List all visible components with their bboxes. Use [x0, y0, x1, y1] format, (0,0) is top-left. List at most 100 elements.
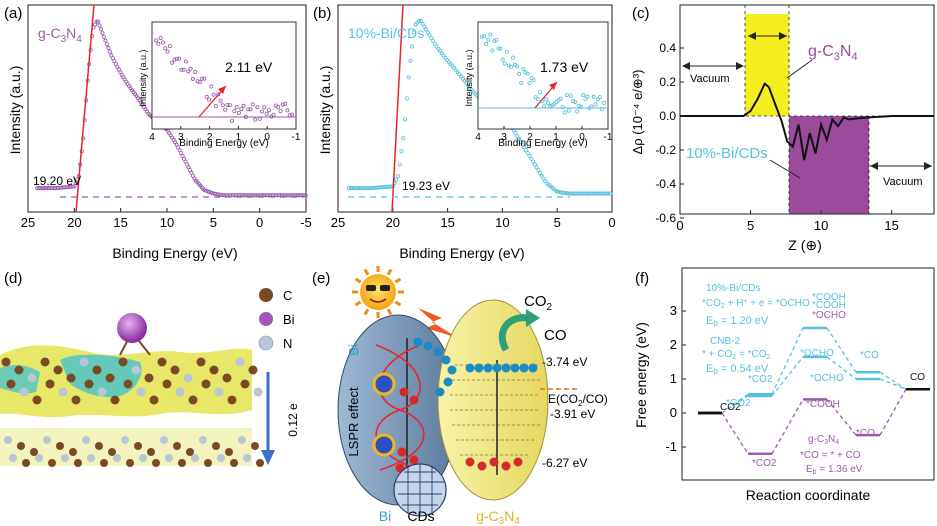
atom	[186, 448, 194, 456]
data-point	[302, 193, 307, 198]
electron	[465, 363, 475, 373]
atom	[149, 395, 159, 405]
sun-ray	[394, 300, 402, 307]
inset-point	[498, 46, 503, 51]
panel-a-inset-ticks: 4 3 2 1 0 -1	[149, 126, 301, 143]
inset-tick-label: 4	[149, 132, 155, 143]
state-label: *COOH	[812, 292, 846, 303]
inset-point	[581, 93, 586, 98]
inset-point	[546, 101, 551, 106]
atom	[19, 387, 29, 397]
inset-point	[535, 96, 540, 101]
x-tick-label: 10	[495, 215, 509, 230]
electron	[441, 355, 451, 365]
hole	[397, 447, 407, 457]
panel-f-eb3: Eb = 1.36 eV	[806, 464, 863, 476]
panel-c-vacuum-left: Vacuum	[690, 73, 730, 85]
inset-point	[220, 103, 225, 108]
panel-e-gcn-ellipse	[437, 299, 549, 501]
panel-b-inset-ylabel: Intensity (a.u.)	[464, 49, 474, 106]
sun-ray	[354, 300, 362, 307]
data-point	[520, 142, 525, 147]
inset-point	[508, 64, 513, 69]
inset-point	[285, 108, 290, 113]
energy-connector	[826, 398, 857, 436]
inset-point	[527, 80, 532, 85]
atom	[134, 442, 142, 450]
inset-point	[515, 64, 520, 69]
state-label: *CO2	[748, 374, 773, 385]
atom	[27, 373, 37, 383]
sun-ray	[363, 268, 370, 276]
panel-b-inset-gap-label: 1.73 eV	[540, 59, 589, 75]
atom	[162, 379, 172, 389]
panel-c-region2-label: 10%-Bi/CDs	[686, 145, 768, 162]
panel-e-bottom-cds: CDs	[407, 508, 434, 524]
data-point	[525, 151, 530, 156]
atom	[17, 442, 25, 450]
panel-b-data-points	[346, 19, 613, 196]
inset-point	[209, 84, 214, 89]
inset-point	[262, 105, 267, 110]
inset-point	[544, 97, 549, 102]
inset-point	[511, 55, 516, 60]
panel-b-inset-ticks: 4 3 2 1 0 -1	[475, 126, 613, 143]
atom	[105, 373, 115, 383]
data-point	[531, 159, 536, 164]
hole	[489, 457, 499, 467]
atom	[227, 395, 237, 405]
sun-ray	[354, 277, 362, 284]
electron	[483, 363, 493, 373]
y-tick-label: 0	[670, 405, 677, 420]
inset-point	[204, 94, 209, 99]
y-tick-label: 0.2	[659, 75, 676, 89]
data-point	[529, 156, 534, 161]
inset-point	[593, 102, 598, 107]
panel-b-label: (b)	[313, 5, 331, 22]
panel-c-region1-label: g-C3N4	[808, 43, 858, 63]
y-tick-label: -0.4	[655, 177, 676, 191]
atom	[131, 365, 141, 375]
inset-point	[558, 96, 563, 101]
inset-point	[529, 76, 534, 81]
panel-d-lower-slab-atoms	[4, 436, 264, 467]
atom	[100, 459, 108, 467]
atom	[58, 387, 68, 397]
sun-icon	[352, 266, 404, 318]
panel-d-charge-arrowhead	[261, 450, 275, 465]
inset-point	[585, 94, 590, 99]
panel-f-legend-cds: 10%-Bi/CDs	[706, 283, 760, 294]
atom	[110, 395, 120, 405]
atom	[14, 365, 24, 375]
data-point	[538, 170, 543, 175]
x-tick-label: 15	[440, 215, 454, 230]
atom	[144, 373, 154, 383]
data-point	[418, 19, 423, 24]
inset-point	[573, 99, 578, 104]
atom	[108, 448, 116, 456]
inset-point	[280, 102, 285, 107]
inset-point	[289, 112, 294, 117]
data-point	[522, 145, 527, 150]
data-point	[524, 148, 529, 153]
inset-point	[519, 80, 524, 85]
atom	[6, 379, 16, 389]
data-point	[107, 49, 112, 54]
inset-point	[202, 76, 207, 81]
atom	[191, 454, 199, 462]
panel-b-cutoff-label: 19.23 eV	[402, 179, 450, 193]
inset-point	[566, 108, 571, 113]
panel-f-gcn: g-C3N4	[808, 434, 839, 446]
panel-a-inset-ylabel: Intensity (a.u.)	[138, 49, 148, 106]
inset-tick-label: 3	[178, 132, 184, 143]
data-point	[406, 75, 411, 80]
inset-point	[253, 117, 258, 122]
data-point	[541, 176, 546, 181]
x-tick-label: 0	[676, 218, 683, 233]
inset-point	[234, 105, 239, 110]
atom	[165, 454, 173, 462]
inset-point	[583, 97, 588, 102]
inset-point	[158, 35, 163, 40]
